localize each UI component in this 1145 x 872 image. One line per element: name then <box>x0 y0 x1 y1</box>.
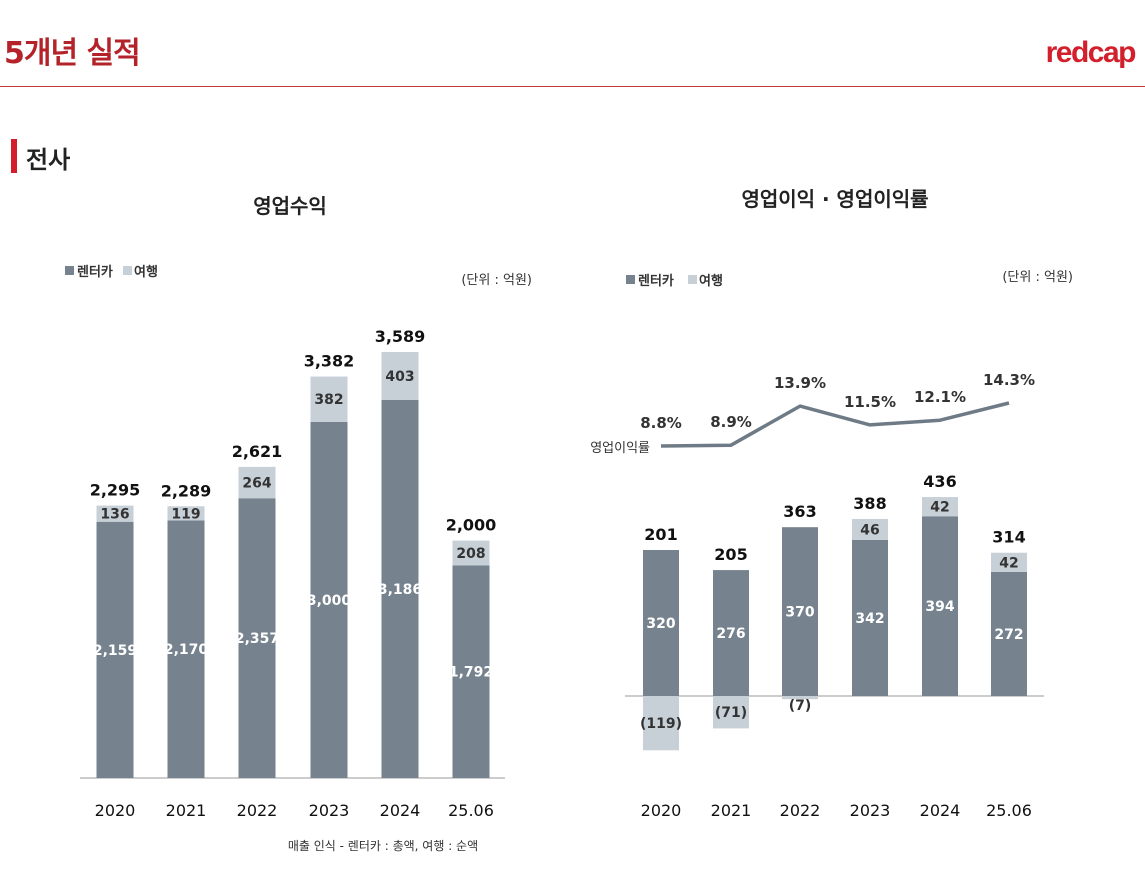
profit-travel-label: (71) <box>715 705 747 721</box>
profit-total-label: 205 <box>714 545 747 564</box>
revenue-travel-label: 403 <box>385 369 414 385</box>
section-title: 전사 <box>26 146 71 174</box>
revenue-travel-label: 136 <box>100 507 129 523</box>
profit-rental-label: 394 <box>925 599 954 615</box>
margin-point-label: 8.9% <box>710 413 752 431</box>
revenue-bar-rental <box>381 399 419 778</box>
revenue-legend-rental-label: 렌터카 <box>77 264 113 280</box>
margin-line <box>660 401 1010 448</box>
margin-point-label: 13.9% <box>774 374 826 392</box>
revenue-legend-travel-label: 여행 <box>134 264 158 280</box>
revenue-bar-rental <box>167 520 205 778</box>
revenue-bar-rental <box>452 565 490 778</box>
revenue-x-tick: 25.06 <box>448 801 494 820</box>
profit-bar-rental <box>643 550 679 696</box>
profit-total-label: 436 <box>923 472 956 491</box>
revenue-bar-rental <box>238 498 276 778</box>
revenue-bar-travel <box>310 376 348 422</box>
margin-point-label: 11.5% <box>844 393 896 411</box>
profit-bar-travel <box>991 552 1027 572</box>
header-divider <box>0 86 1145 87</box>
revenue-rental-label: 3,186 <box>378 582 422 598</box>
margin-point-label: 14.3% <box>983 371 1035 389</box>
revenue-total-label: 2,621 <box>232 442 283 461</box>
revenue-travel-label: 264 <box>242 476 271 492</box>
profit-rental-label: 342 <box>855 611 884 627</box>
revenue-bar-travel <box>167 506 205 521</box>
profit-rental-label: 276 <box>716 626 745 642</box>
profit-rental-label: 272 <box>994 627 1023 643</box>
revenue-total-label: 2,295 <box>90 481 141 500</box>
revenue-legend-rental-swatch <box>65 266 74 275</box>
revenue-rental-label: 1,792 <box>449 665 493 681</box>
profit-legend-rental-swatch <box>626 275 635 284</box>
revenue-bar-travel <box>238 466 276 499</box>
profit-bar-rental <box>922 516 958 696</box>
profit-bar-rental <box>713 570 749 696</box>
revenue-bar-rental <box>96 521 134 778</box>
profit-total-label: 314 <box>992 528 1025 547</box>
revenue-x-tick: 2023 <box>309 801 350 820</box>
profit-rental-label: 320 <box>646 616 675 632</box>
margin-line-label: 영업이익률 <box>590 441 650 456</box>
revenue-total-label: 3,382 <box>304 352 355 371</box>
profit-bar-rental <box>852 539 888 696</box>
revenue-x-tick: 2020 <box>95 801 136 820</box>
profit-rental-label: 370 <box>785 605 814 621</box>
profit-legend-travel-label: 여행 <box>699 273 723 289</box>
revenue-total-label: 2,289 <box>161 481 212 500</box>
revenue-bar-travel <box>381 352 419 400</box>
profit-total-label: 201 <box>644 525 677 544</box>
profit-legend-rental-label: 렌터카 <box>638 273 674 289</box>
profit-travel-label: (119) <box>640 716 682 732</box>
brand-logo: redcap <box>1045 36 1137 69</box>
revenue-bar-travel <box>452 540 490 566</box>
profit-unit-label: (단위 : 억원) <box>1002 270 1073 285</box>
revenue-chart-title: 영업수익 <box>253 194 327 218</box>
revenue-travel-label: 382 <box>314 392 343 408</box>
profit-travel-label: 42 <box>930 500 949 516</box>
margin-point-label: 8.8% <box>640 414 682 432</box>
revenue-total-label: 3,589 <box>375 327 426 346</box>
section-marker <box>11 139 17 173</box>
profit-bar-travel <box>852 518 888 540</box>
profit-chart-title: 영업이익 · 영업이익률 <box>741 187 928 211</box>
profit-total-label: 388 <box>853 494 886 513</box>
revenue-bar-rental <box>310 421 348 778</box>
profit-travel-label: (7) <box>789 698 812 714</box>
revenue-rental-label: 2,159 <box>93 643 137 659</box>
profit-travel-label: 42 <box>999 555 1018 571</box>
profit-x-tick: 2021 <box>711 801 752 820</box>
profit-x-tick: 2023 <box>850 801 891 820</box>
profit-bar-travel <box>782 696 818 700</box>
profit-bar-travel <box>922 497 958 517</box>
revenue-rental-label: 2,357 <box>235 631 279 647</box>
revenue-total-label: 2,000 <box>446 516 497 535</box>
profit-bar-rental <box>991 571 1027 696</box>
profit-legend-travel-swatch <box>688 275 697 284</box>
profit-x-tick: 2020 <box>641 801 682 820</box>
revenue-x-tick: 2022 <box>237 801 278 820</box>
profit-x-tick: 25.06 <box>986 801 1032 820</box>
profit-total-label: 363 <box>783 502 816 521</box>
revenue-rental-label: 2,170 <box>164 642 209 658</box>
revenue-rental-label: 3,000 <box>307 593 352 609</box>
revenue-bar-travel <box>96 505 134 522</box>
revenue-unit-label: (단위 : 억원) <box>461 273 532 288</box>
revenue-travel-label: 208 <box>456 546 485 562</box>
profit-x-tick: 2022 <box>780 801 821 820</box>
footnote: 매출 인식 - 렌터카 : 총액, 여행 : 순액 <box>288 838 478 853</box>
margin-point-label: 12.1% <box>914 388 966 406</box>
revenue-x-tick: 2024 <box>380 801 421 820</box>
profit-bar-travel <box>643 696 679 751</box>
profit-x-tick: 2024 <box>920 801 961 820</box>
revenue-legend-travel-swatch <box>123 266 132 275</box>
profit-bar-travel <box>713 696 749 729</box>
profit-bar-rental <box>782 527 818 696</box>
revenue-x-tick: 2021 <box>166 801 207 820</box>
profit-travel-label: 46 <box>860 522 879 538</box>
revenue-travel-label: 119 <box>171 506 200 522</box>
page-title: 5개년 실적 <box>4 36 141 71</box>
